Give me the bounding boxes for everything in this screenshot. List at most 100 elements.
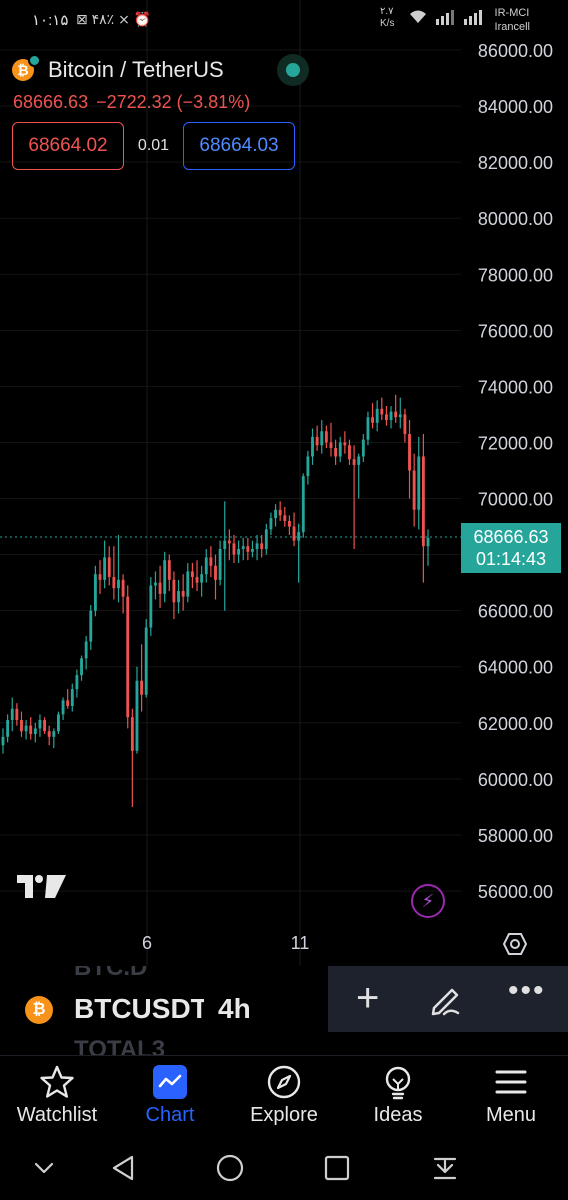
candle [297, 523, 301, 583]
candle-body [200, 574, 204, 583]
candle-body [84, 641, 88, 659]
candle-body [274, 509, 277, 519]
notification-pull-icon[interactable] [429, 1152, 461, 1184]
toolbar-symbol[interactable]: BTCUSDT [74, 993, 204, 1024]
price-axis-label: 66000.00 [478, 602, 553, 622]
candle-body [412, 470, 416, 510]
candle [75, 669, 79, 698]
candle-body [140, 680, 144, 695]
last-price-tag-price: 68666.63 [473, 527, 549, 547]
candle [214, 554, 217, 600]
candle-body [306, 456, 310, 477]
candle [195, 560, 199, 592]
candle-body [186, 571, 190, 597]
candle-body [283, 515, 287, 521]
recents-icon[interactable] [321, 1152, 353, 1184]
collapse-icon[interactable] [28, 1152, 60, 1184]
candle [158, 565, 162, 608]
buy-button[interactable]: 68664.03 [183, 122, 295, 170]
candle-body [1, 736, 5, 746]
candle [154, 571, 157, 600]
add-icon[interactable]: + [356, 976, 380, 1020]
carrier-1: IR-MCI [494, 7, 530, 19]
candle [135, 666, 139, 754]
price-summary: 68666.63 −2722.32 (−3.81%) [13, 92, 250, 113]
symbol-header[interactable]: ₿ Bitcoin / TetherUS [12, 54, 224, 86]
candle [186, 563, 190, 603]
candle [417, 436, 421, 530]
candle-body [338, 442, 342, 457]
candle [61, 697, 65, 720]
candle-body [24, 725, 28, 732]
signal-4g-icon [463, 10, 482, 25]
candle-body [209, 557, 213, 566]
candle-body [227, 540, 231, 544]
price-axis-label: 58000.00 [478, 826, 553, 846]
candle [43, 717, 47, 735]
nav-menu[interactable]: Menu [454, 1064, 568, 1136]
candle [408, 420, 411, 499]
bar-countdown: 01:14:43 [475, 549, 547, 569]
candle-body [93, 574, 97, 611]
candle-body [29, 725, 33, 735]
candle-body [89, 610, 93, 642]
candle [371, 403, 374, 429]
nav-watchlist[interactable]: Watchlist [0, 1064, 114, 1136]
time-label-11: 11 [291, 933, 310, 953]
candle [126, 585, 130, 729]
symbol-title: Bitcoin / TetherUS [48, 57, 224, 82]
candle [232, 534, 236, 564]
lightning-icon[interactable]: ⚡ [411, 884, 445, 918]
candle-body [20, 719, 23, 732]
candle-body [232, 543, 236, 555]
toolbar-interval[interactable]: 4h [218, 993, 251, 1024]
system-navigation-bar [0, 1136, 568, 1200]
candle [38, 714, 42, 737]
price-axis-label: 78000.00 [478, 265, 553, 285]
price-axis-label: 82000.00 [478, 153, 553, 173]
candle [334, 439, 338, 465]
candle [117, 534, 120, 603]
chart-settings-icon[interactable] [503, 932, 527, 956]
candle [264, 523, 268, 555]
bottom-navigation: Watchlist Chart Explore Ideas Menu [0, 1056, 568, 1136]
nav-explore[interactable]: Explore [227, 1064, 341, 1136]
candle [251, 540, 254, 558]
candle-body [380, 408, 384, 415]
nav-chart[interactable]: Chart [113, 1064, 227, 1136]
market-status-icon[interactable] [277, 54, 309, 86]
candle-body [320, 431, 324, 446]
price-chart[interactable]: 86000.00 84000.00 82000.00 80000.00 78000.00… [0, 0, 568, 966]
candle [389, 406, 393, 429]
price-axis-label: 64000.00 [478, 658, 553, 678]
candle-body [149, 585, 153, 628]
candle-body [237, 548, 241, 555]
candle [412, 453, 416, 527]
wifi-icon [410, 10, 426, 23]
candle [260, 534, 264, 558]
candle [6, 714, 10, 743]
symbol-switcher[interactable]: BTC.D ₿ BTCUSDT 4h TOTAL3 [0, 966, 328, 1056]
back-icon[interactable] [108, 1152, 140, 1184]
price-axis-label: 84000.00 [478, 97, 553, 117]
candle [149, 577, 153, 636]
candle-body [70, 689, 74, 706]
candle-body [195, 577, 199, 583]
next-symbol[interactable]: TOTAL3 [74, 1036, 166, 1056]
candle [343, 431, 347, 454]
candle-body [57, 714, 60, 732]
drawing-tools-icon[interactable] [428, 982, 464, 1018]
price-axis-label: 80000.00 [478, 209, 553, 229]
candle [301, 473, 305, 538]
more-options-icon[interactable]: ••• [508, 974, 546, 1007]
nav-ideas[interactable]: Ideas [341, 1064, 455, 1136]
lightbulb-icon [380, 1064, 416, 1100]
price-axis-label: 56000.00 [478, 882, 553, 902]
home-icon[interactable] [214, 1152, 246, 1184]
candle-body [311, 436, 314, 457]
spread-value: 0.01 [137, 137, 170, 154]
tradingview-logo-icon[interactable] [17, 872, 67, 900]
prev-symbol[interactable]: BTC.D [74, 966, 148, 981]
sell-button[interactable]: 68664.02 [12, 122, 124, 170]
price-axis-label: 60000.00 [478, 770, 553, 790]
